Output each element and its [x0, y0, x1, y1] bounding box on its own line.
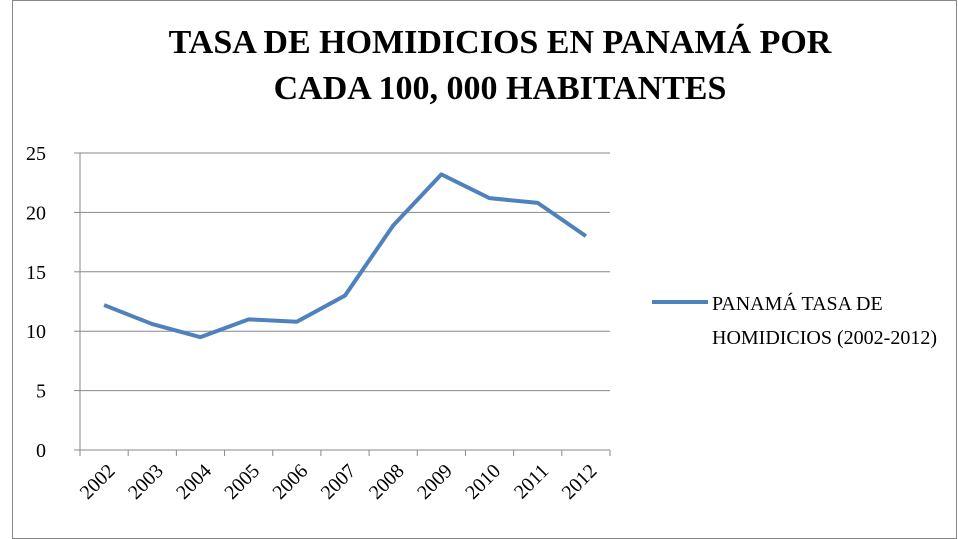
legend-label: PANAMÁ TASA DE HOMIDICIOS (2002-2012): [712, 293, 937, 349]
y-tick-label: 25: [26, 143, 46, 165]
x-tick-label: 2002: [76, 460, 120, 504]
y-tick-label: 20: [26, 202, 46, 224]
y-tick-label: 0: [36, 440, 46, 462]
x-tick-label: 2009: [413, 460, 457, 504]
x-tick-label: 2003: [124, 460, 168, 504]
y-tick-label: 15: [26, 262, 46, 284]
x-tick-label: 2008: [365, 460, 409, 504]
x-tick-label: 2004: [172, 460, 216, 504]
x-tick-label: 2006: [269, 460, 313, 504]
x-tick-label: 2007: [317, 460, 361, 504]
x-tick-label: 2010: [461, 460, 505, 504]
x-tick-label: 2005: [220, 460, 264, 504]
chart-title: TASA DE HOMIDICIOS EN PANAMÁ POR CADA 10…: [168, 24, 832, 107]
x-tick-label: 2012: [558, 460, 602, 504]
data-line: [103, 172, 588, 340]
y-tick-label: 5: [36, 381, 46, 403]
x-tick-label: 2011: [510, 460, 553, 503]
y-tick-label: 10: [26, 321, 46, 343]
